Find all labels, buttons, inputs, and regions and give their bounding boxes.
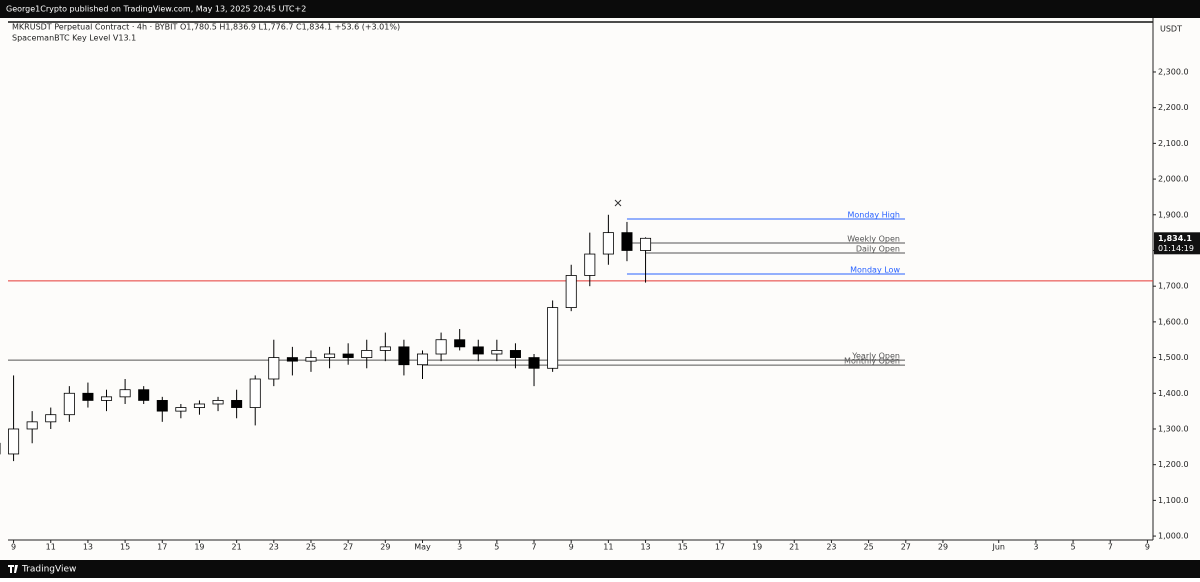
candle-body — [343, 354, 353, 358]
ohlc-label: O1,780.5 H1,836.9 L1,776.7 C1,834.1 +53.… — [180, 23, 400, 32]
y-tick-label: 1,900.0 — [1158, 210, 1189, 219]
x-tick-label: 27 — [343, 543, 353, 552]
indicator-name: SpacemanBTC Key Level V13.1 — [12, 34, 136, 43]
candle-body — [306, 358, 316, 362]
x-tick-label: 23 — [826, 543, 836, 552]
candle-body — [399, 347, 409, 365]
x-tick-label: 9 — [1145, 543, 1150, 552]
candle-body — [362, 350, 372, 357]
x-tick-label: 27 — [901, 543, 911, 552]
candle-body — [250, 379, 260, 408]
candle-body — [232, 400, 242, 407]
key-level-label: Monday Low — [850, 266, 900, 275]
x-tick-label: 29 — [938, 543, 948, 552]
x-tick-label: 9 — [11, 543, 16, 552]
candle-body — [436, 340, 446, 354]
x-tick-label: 11 — [46, 543, 56, 552]
candle-body — [529, 358, 539, 369]
x-tick-label: 5 — [494, 543, 499, 552]
candle-body — [492, 350, 502, 354]
x-tick-label: Jun — [991, 543, 1005, 552]
candle-body — [324, 354, 334, 358]
candle-body — [120, 390, 130, 397]
y-tick-label: 1,600.0 — [1158, 317, 1189, 326]
candle-body — [139, 390, 149, 401]
x-tick-label: 19 — [194, 543, 204, 552]
x-tick-label: 25 — [864, 543, 874, 552]
x-tick-label: 11 — [603, 543, 613, 552]
candle-body — [8, 429, 18, 454]
candle-body — [101, 397, 111, 401]
x-tick-label: 13 — [640, 543, 650, 552]
candle-body — [157, 400, 167, 411]
x-tick-label: 25 — [306, 543, 316, 552]
x-tick-label: 3 — [457, 543, 462, 552]
candle-body — [566, 275, 576, 307]
candle-body — [417, 354, 427, 365]
candle-body — [83, 393, 93, 400]
y-tick-label: 2,200.0 — [1158, 103, 1189, 112]
header-text: George1Crypto published on TradingView.c… — [6, 5, 306, 14]
x-tick-label: 19 — [752, 543, 762, 552]
candle-body — [27, 422, 37, 429]
candle-body — [194, 404, 204, 408]
y-tick-label: 1,700.0 — [1158, 282, 1189, 291]
y-axis-label: USDT — [1160, 25, 1182, 34]
candle-body — [176, 408, 186, 412]
key-level-label: Monthly Open — [844, 357, 900, 366]
y-tick-label: 1,500.0 — [1158, 353, 1189, 362]
x-tick-label: 21 — [789, 543, 799, 552]
x-tick-label: 17 — [157, 543, 167, 552]
y-tick-label: 2,300.0 — [1158, 67, 1189, 76]
candle-body — [46, 415, 56, 422]
x-tick-label: 13 — [83, 543, 93, 552]
x-tick-label: 15 — [120, 543, 130, 552]
last-price-label: 1,834.1 — [1158, 234, 1192, 243]
candle-body — [510, 350, 520, 357]
candle-body — [640, 238, 650, 250]
footer-brand: TradingView — [21, 565, 76, 575]
chart-area — [0, 18, 1200, 560]
countdown: 01:14:19 — [1158, 244, 1194, 253]
x-tick-label: 29 — [380, 543, 390, 552]
x-tick-label: 7 — [531, 543, 536, 552]
footer-bar — [0, 560, 1200, 578]
chart-title: MKRUSDT Perpetual Contract · 4h · BYBIT — [12, 23, 177, 32]
key-level-label: Weekly Open — [847, 234, 900, 243]
y-tick-label: 1,100.0 — [1158, 496, 1189, 505]
candle-body — [473, 347, 483, 354]
candle-body — [622, 233, 632, 251]
candle-body — [603, 233, 613, 254]
candle-body — [548, 308, 558, 369]
y-tick-label: 1,200.0 — [1158, 460, 1189, 469]
candle-body — [455, 340, 465, 347]
x-tick-label: 9 — [569, 543, 574, 552]
x-tick-label: May — [414, 543, 431, 552]
key-level-label: Daily Open — [856, 244, 900, 253]
y-tick-label: 2,000.0 — [1158, 175, 1189, 184]
y-tick-label: 1,000.0 — [1158, 532, 1189, 541]
x-tick-label: 3 — [1033, 543, 1038, 552]
candle-body — [269, 358, 279, 379]
key-level-label: Monday High — [847, 211, 900, 220]
y-tick-label: 2,100.0 — [1158, 139, 1189, 148]
x-tick-label: 23 — [269, 543, 279, 552]
x-tick-label: 21 — [232, 543, 242, 552]
x-tick-label: 17 — [715, 543, 725, 552]
x-tick-label: 15 — [678, 543, 688, 552]
y-tick-label: 1,400.0 — [1158, 389, 1189, 398]
candle-body — [64, 393, 74, 414]
candle-body — [213, 400, 223, 404]
x-tick-label: 7 — [1108, 543, 1113, 552]
x-tick-label: 5 — [1071, 543, 1076, 552]
candle-body — [287, 358, 297, 362]
y-tick-label: 1,300.0 — [1158, 424, 1189, 433]
candle-body — [380, 347, 390, 351]
candle-body — [585, 254, 595, 275]
